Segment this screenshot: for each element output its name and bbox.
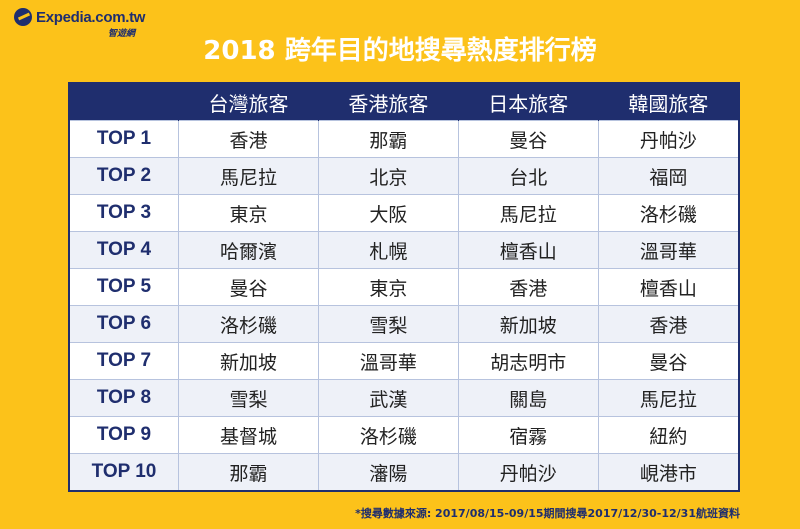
- table-row: TOP 2 馬尼拉 北京 台北 福岡: [68, 157, 739, 195]
- header-hongkong: 香港旅客: [317, 83, 459, 121]
- table-row: TOP 1 香港 那霸 曼谷 丹帕沙: [68, 120, 739, 158]
- destination-cell: 新加坡: [457, 305, 599, 343]
- table-row: TOP 10 那霸 瀋陽 丹帕沙 峴港市: [68, 453, 739, 491]
- table-row: TOP 4 哈爾濱 札幌 檀香山 溫哥華: [68, 231, 739, 269]
- destination-cell: 馬尼拉: [457, 194, 599, 232]
- destination-cell: 基督城: [178, 416, 319, 454]
- destination-cell: 那霸: [317, 120, 459, 158]
- destination-cell: 北京: [317, 157, 459, 195]
- destination-cell: 哈爾濱: [178, 231, 319, 269]
- destination-cell: 雪梨: [317, 305, 459, 343]
- rank-label: TOP 1: [68, 120, 179, 158]
- destination-cell: 曼谷: [178, 268, 319, 306]
- destination-cell: 檀香山: [597, 268, 739, 306]
- page-title: 2018 跨年目的地搜尋熱度排行榜: [203, 36, 597, 66]
- destination-cell: 洛杉磯: [597, 194, 739, 232]
- destination-cell: 溫哥華: [597, 231, 739, 269]
- destination-cell: 東京: [178, 194, 319, 232]
- table-row: TOP 3 東京 大阪 馬尼拉 洛杉磯: [68, 194, 739, 232]
- destination-cell: 香港: [457, 268, 599, 306]
- destination-cell: 雪梨: [178, 379, 319, 417]
- table-header-row: 台灣旅客 香港旅客 日本旅客 韓國旅客: [68, 83, 739, 121]
- table-row: TOP 7 新加坡 溫哥華 胡志明市 曼谷: [68, 342, 739, 380]
- destination-cell: 福岡: [597, 157, 739, 195]
- destination-cell: 瀋陽: [317, 453, 459, 491]
- expedia-logo: Expedia.com.tw: [14, 8, 145, 26]
- destination-cell: 關島: [457, 379, 599, 417]
- rank-label: TOP 8: [68, 379, 179, 417]
- destination-cell: 曼谷: [457, 120, 599, 158]
- logo-brand-text: Expedia.com.tw: [36, 8, 146, 26]
- table-row: TOP 6 洛杉磯 雪梨 新加坡 香港: [68, 305, 739, 343]
- destination-cell: 馬尼拉: [178, 157, 319, 195]
- header-korea: 韓國旅客: [597, 83, 739, 121]
- destination-cell: 大阪: [317, 194, 459, 232]
- destination-cell: 香港: [597, 305, 739, 343]
- destination-cell: 洛杉磯: [317, 416, 459, 454]
- destination-cell: 那霸: [178, 453, 319, 491]
- table-row: TOP 5 曼谷 東京 香港 檀香山: [68, 268, 739, 306]
- rank-label: TOP 5: [68, 268, 179, 306]
- destination-cell: 宿霧: [457, 416, 599, 454]
- globe-icon: [14, 8, 32, 26]
- destination-cell: 香港: [178, 120, 319, 158]
- rank-label: TOP 6: [68, 305, 179, 343]
- header-taiwan: 台灣旅客: [178, 83, 319, 121]
- destination-cell: 新加坡: [178, 342, 319, 380]
- destination-cell: 紐約: [597, 416, 739, 454]
- destination-cell: 峴港市: [597, 453, 739, 491]
- destination-cell: 丹帕沙: [457, 453, 599, 491]
- logo-sub-text: 智遊網: [108, 29, 136, 39]
- rank-label: TOP 9: [68, 416, 179, 454]
- rank-label: TOP 2: [68, 157, 179, 195]
- destination-cell: 札幌: [317, 231, 459, 269]
- destination-cell: 丹帕沙: [597, 120, 739, 158]
- destination-cell: 曼谷: [597, 342, 739, 380]
- destination-cell: 東京: [317, 268, 459, 306]
- table-row: TOP 8 雪梨 武漢 關島 馬尼拉: [68, 379, 739, 417]
- rank-label: TOP 10: [68, 453, 179, 491]
- destination-cell: 馬尼拉: [597, 379, 739, 417]
- header-cell-empty: [68, 83, 179, 121]
- destination-cell: 胡志明市: [457, 342, 599, 380]
- rank-label: TOP 3: [68, 194, 179, 232]
- destination-cell: 洛杉磯: [178, 305, 319, 343]
- rank-label: TOP 4: [68, 231, 179, 269]
- table-row: TOP 9 基督城 洛杉磯 宿霧 紐約: [68, 416, 739, 454]
- footnote: *搜尋數據來源: 2017/08/15-09/15期間搜尋2017/12/30-…: [355, 507, 740, 520]
- header-japan: 日本旅客: [457, 83, 599, 121]
- destination-cell: 溫哥華: [317, 342, 459, 380]
- destination-cell: 武漢: [317, 379, 459, 417]
- rank-label: TOP 7: [68, 342, 179, 380]
- destination-cell: 檀香山: [457, 231, 599, 269]
- destination-cell: 台北: [457, 157, 599, 195]
